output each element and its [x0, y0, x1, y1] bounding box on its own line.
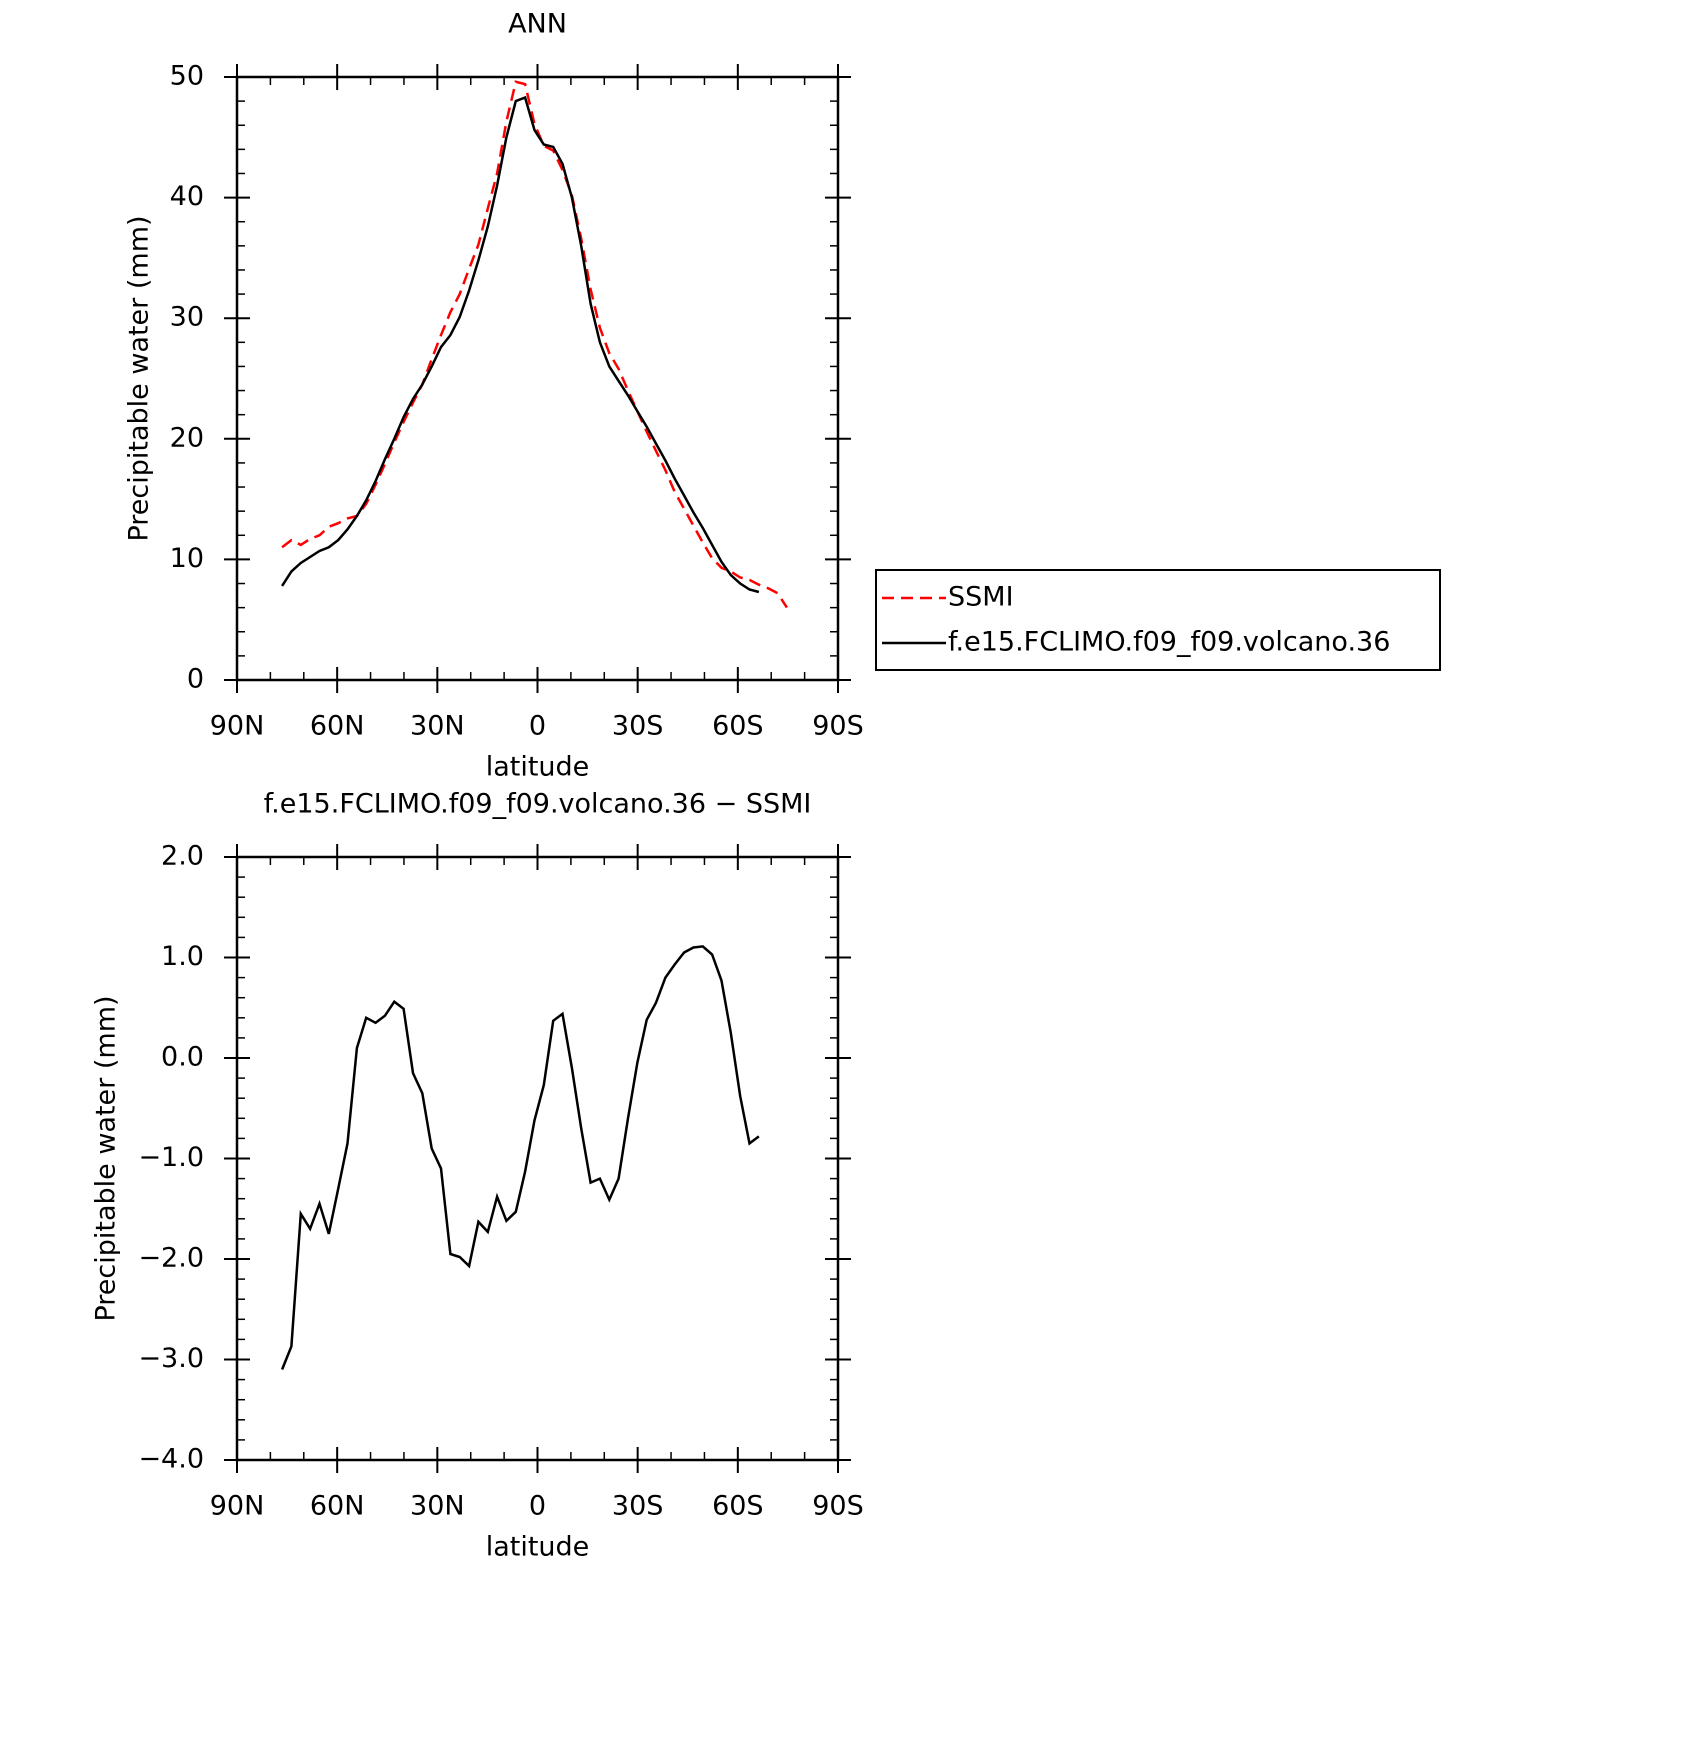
y-tick-label: 50 [170, 61, 204, 92]
y-tick-label: −3.0 [138, 1343, 204, 1374]
legend-label: SSMI [948, 582, 1014, 613]
chart-title: f.e15.FCLIMO.f09_f09.volcano.36 − SSMI [264, 789, 812, 820]
plot-frame [235, 855, 840, 1462]
y-tick-label: 40 [170, 181, 204, 212]
y-axis-label: Precipitable water (mm) [124, 215, 155, 541]
x-tick-label: 30N [410, 1491, 465, 1522]
data-line [281, 95, 760, 594]
x-tick-label: 60S [712, 1491, 764, 1522]
x-tick-label: 90N [210, 1491, 265, 1522]
y-tick-label: −2.0 [138, 1243, 204, 1274]
x-tick-label: 90S [812, 711, 864, 742]
chart-title: ANN [508, 9, 567, 40]
y-tick-label: 2.0 [161, 841, 204, 872]
y-tick-label: −1.0 [138, 1142, 204, 1173]
x-tick-label: 60N [310, 711, 365, 742]
y-tick-label: 0.0 [161, 1042, 204, 1073]
x-tick-label: 30N [410, 711, 465, 742]
x-tick-label: 60N [310, 1491, 365, 1522]
data-line [280, 945, 760, 1370]
y-tick-label: −4.0 [138, 1444, 204, 1475]
y-axis-label: Precipitable water (mm) [91, 995, 122, 1321]
x-tick-label: 30S [612, 1491, 664, 1522]
x-tick-label: 0 [529, 711, 546, 742]
y-tick-label: 30 [170, 302, 204, 333]
x-axis-label: latitude [486, 752, 590, 783]
y-tick-label: 0 [187, 664, 204, 695]
y-tick-label: 1.0 [161, 941, 204, 972]
x-tick-label: 90N [210, 711, 265, 742]
x-tick-label: 90S [812, 1491, 864, 1522]
legend-label: f.e15.FCLIMO.f09_f09.volcano.36 [948, 627, 1390, 658]
y-tick-label: 10 [170, 543, 204, 574]
x-axis-label: latitude [486, 1532, 590, 1563]
y-tick-label: 20 [170, 422, 204, 453]
x-tick-label: 30S [612, 711, 664, 742]
legend-box [875, 569, 1441, 671]
data-line [281, 80, 788, 609]
x-tick-label: 60S [712, 711, 764, 742]
x-tick-label: 0 [529, 1491, 546, 1522]
